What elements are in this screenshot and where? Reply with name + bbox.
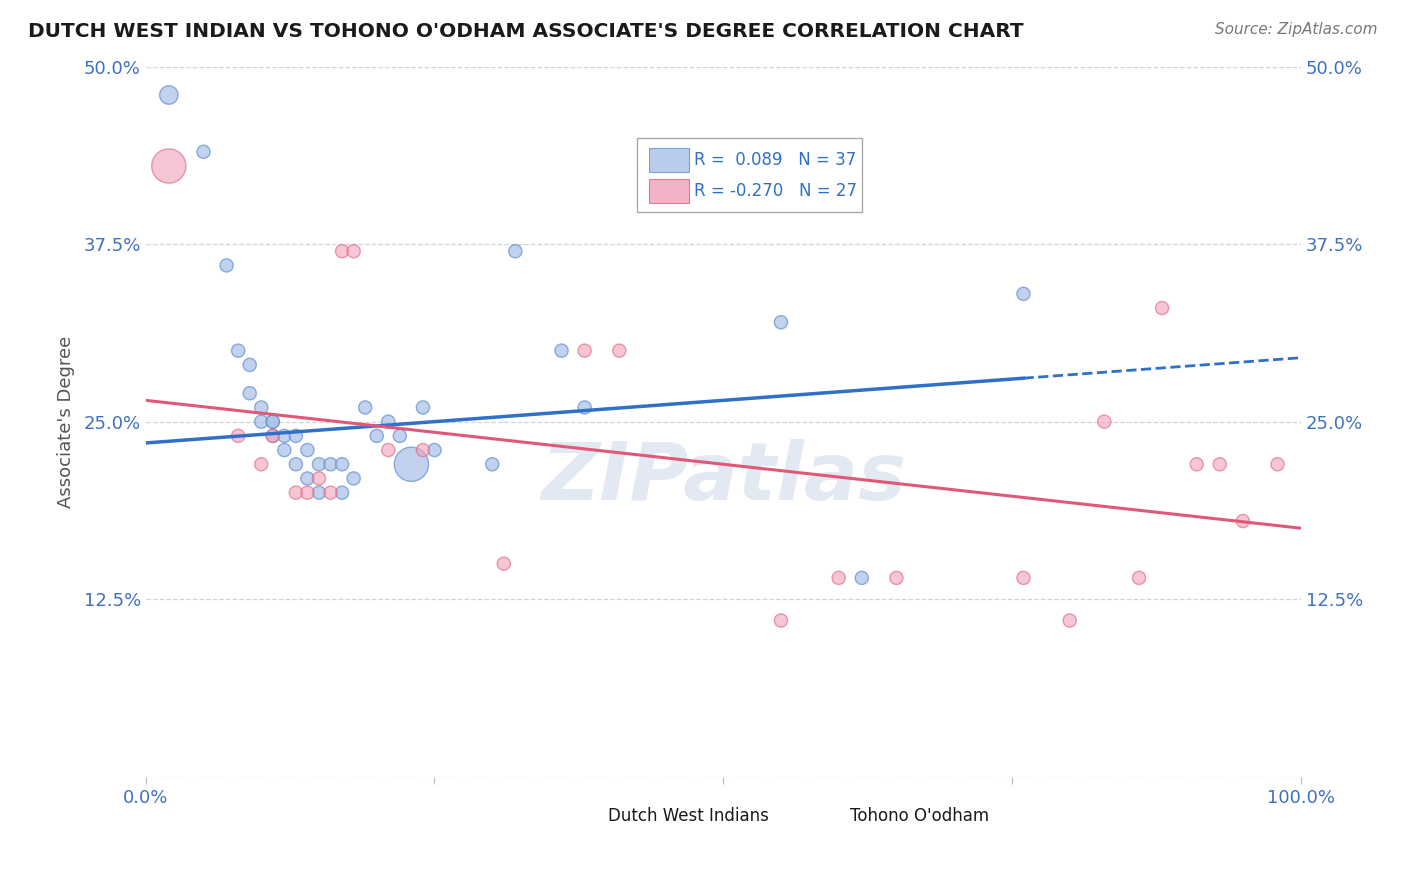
Point: [330, 244, 353, 259]
Point: [297, 443, 319, 458]
Point: [377, 415, 399, 429]
Point: [505, 244, 527, 259]
Point: [574, 343, 596, 358]
Point: [1059, 614, 1081, 628]
FancyBboxPatch shape: [650, 148, 689, 172]
Point: [297, 471, 319, 485]
Point: [262, 429, 284, 443]
Y-axis label: Associate's Degree: Associate's Degree: [58, 335, 75, 508]
Point: [550, 343, 572, 358]
Point: [1012, 286, 1035, 301]
Point: [343, 244, 366, 259]
Point: [354, 401, 377, 415]
Text: Source: ZipAtlas.com: Source: ZipAtlas.com: [1215, 22, 1378, 37]
Point: [193, 145, 215, 159]
Point: [1232, 514, 1254, 528]
Point: [157, 159, 180, 173]
Point: [1267, 457, 1289, 471]
Point: [1150, 301, 1173, 315]
Point: [366, 429, 388, 443]
Point: [1012, 571, 1035, 585]
Point: [308, 471, 330, 485]
Text: ZIPatlas: ZIPatlas: [541, 440, 905, 517]
Point: [851, 571, 873, 585]
Point: [273, 429, 295, 443]
Point: [343, 471, 366, 485]
Point: [262, 415, 284, 429]
FancyBboxPatch shape: [650, 178, 689, 203]
Point: [1092, 415, 1115, 429]
Point: [828, 571, 851, 585]
Point: [262, 415, 284, 429]
Point: [492, 557, 515, 571]
Point: [157, 88, 180, 103]
Point: [1185, 457, 1208, 471]
Text: Tohono O'odham: Tohono O'odham: [851, 806, 990, 825]
Point: [607, 343, 630, 358]
Point: [423, 443, 446, 458]
Point: [284, 457, 307, 471]
Point: [262, 429, 284, 443]
Point: [319, 457, 342, 471]
Point: [226, 343, 249, 358]
Point: [481, 457, 503, 471]
Point: [250, 415, 273, 429]
Point: [308, 485, 330, 500]
Point: [319, 485, 342, 500]
Point: [239, 386, 262, 401]
Point: [886, 571, 908, 585]
Point: [769, 315, 792, 329]
Point: [239, 358, 262, 372]
FancyBboxPatch shape: [637, 137, 862, 212]
Point: [401, 457, 423, 471]
Point: [284, 429, 307, 443]
Point: [308, 457, 330, 471]
Point: [377, 443, 399, 458]
Point: [250, 457, 273, 471]
Point: [1209, 457, 1232, 471]
Point: [574, 401, 596, 415]
Point: [412, 401, 434, 415]
Point: [412, 443, 434, 458]
Text: R = -0.270   N = 27: R = -0.270 N = 27: [695, 182, 858, 200]
Point: [215, 259, 238, 273]
Point: [273, 443, 295, 458]
Text: R =  0.089   N = 37: R = 0.089 N = 37: [695, 152, 856, 169]
Point: [250, 401, 273, 415]
Point: [284, 485, 307, 500]
Point: [226, 429, 249, 443]
Point: [330, 485, 353, 500]
Point: [330, 457, 353, 471]
Point: [769, 614, 792, 628]
Point: [388, 429, 411, 443]
Text: DUTCH WEST INDIAN VS TOHONO O'ODHAM ASSOCIATE'S DEGREE CORRELATION CHART: DUTCH WEST INDIAN VS TOHONO O'ODHAM ASSO…: [28, 22, 1024, 41]
FancyBboxPatch shape: [554, 804, 602, 828]
Text: Dutch West Indians: Dutch West Indians: [607, 806, 769, 825]
Point: [297, 485, 319, 500]
Point: [1128, 571, 1150, 585]
FancyBboxPatch shape: [796, 804, 845, 828]
